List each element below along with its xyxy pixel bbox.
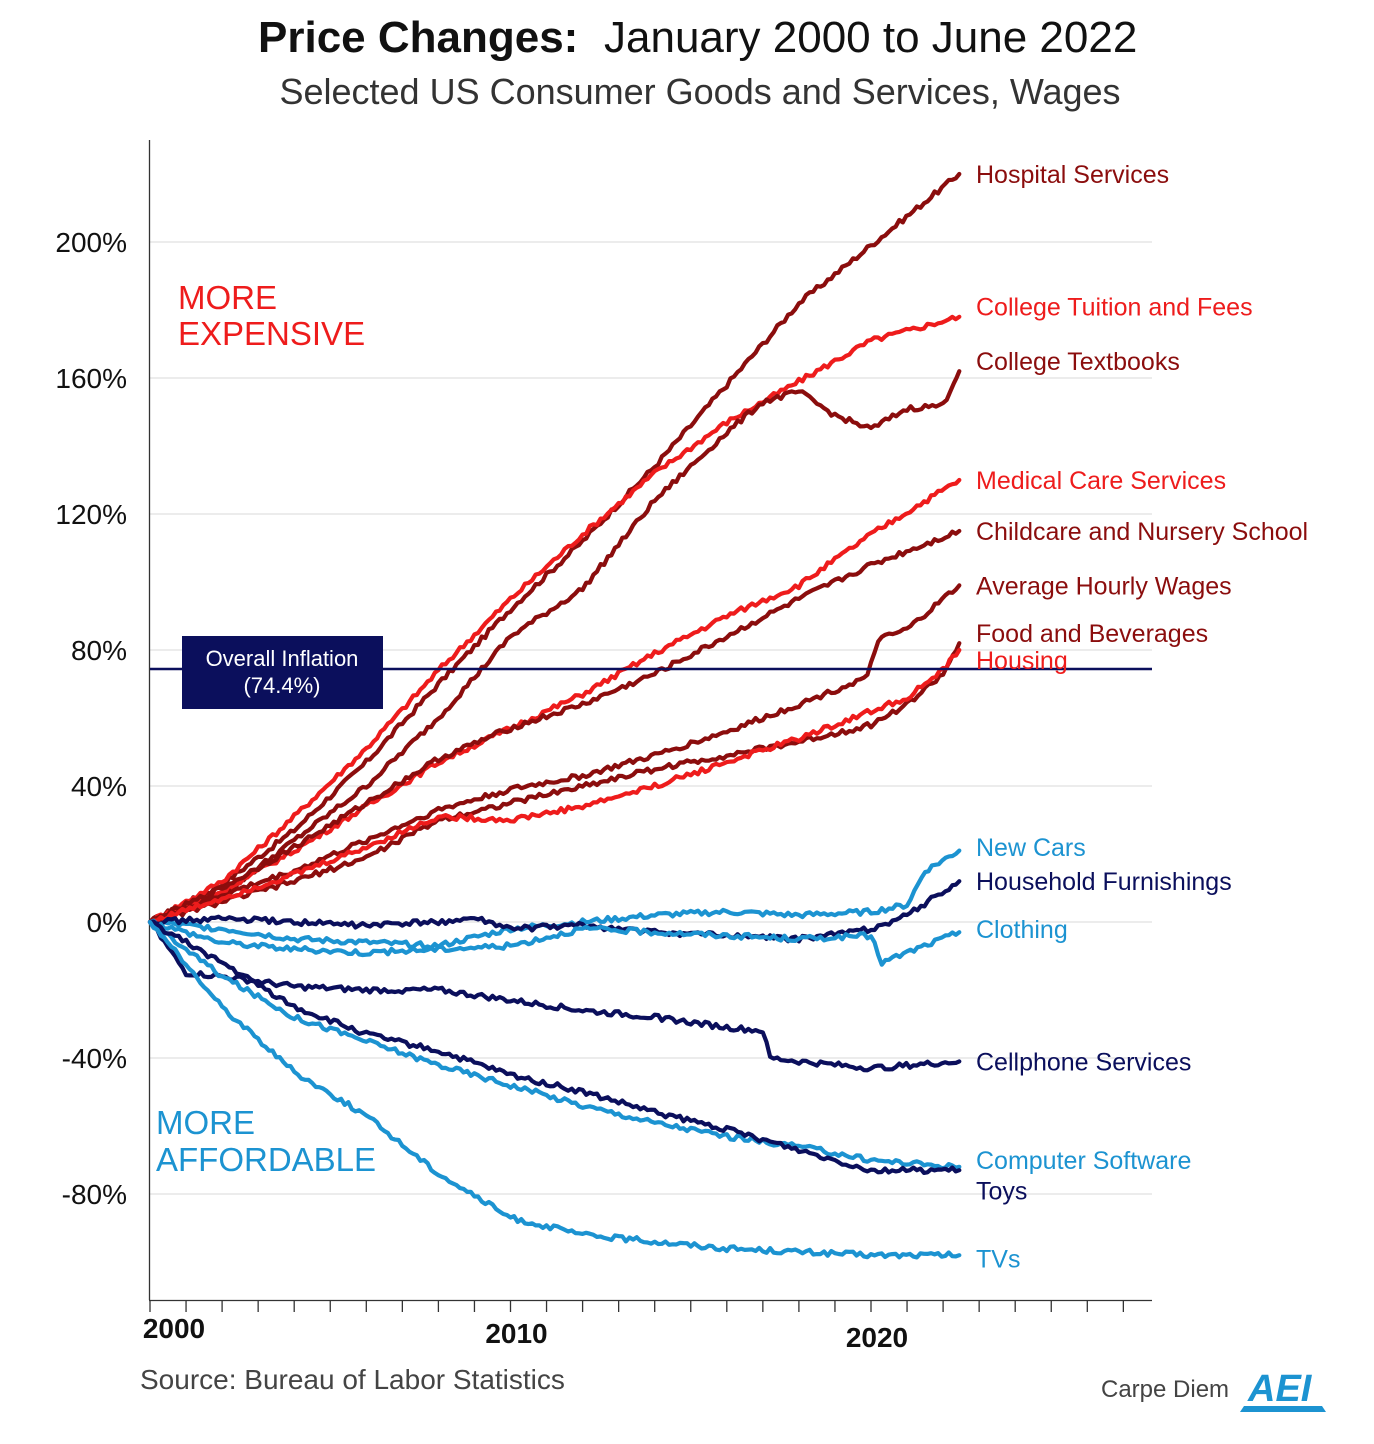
more-affordable-label-line2: AFFORDABLE (156, 1141, 376, 1178)
series-line (147, 314, 962, 925)
more-expensive-label-line1: MORE (178, 279, 277, 316)
y-tick-label: 160% (55, 363, 127, 394)
series-label: College Tuition and Fees (976, 294, 1253, 322)
series-line (147, 583, 962, 926)
series-line (147, 477, 962, 925)
chart-title-rest: January 2000 to June 2022 (604, 13, 1137, 62)
y-tick-label: 120% (55, 499, 127, 530)
aei-logo-text: AEI (1247, 1368, 1313, 1410)
more-expensive-label-line2: EXPENSIVE (178, 315, 365, 352)
overall-inflation: Overall Inflation(74.4%) (150, 636, 1152, 709)
x-tick-label: 2020 (846, 1322, 908, 1353)
y-tick-label: 0% (87, 907, 127, 938)
more-affordable-label-line1: MORE (156, 1104, 255, 1141)
axes (148, 140, 1152, 1302)
series-line (147, 919, 962, 1073)
series-label: Household Furnishings (976, 868, 1232, 896)
y-tick-label: -40% (62, 1043, 127, 1074)
series-labels: Hospital Services College Tuition and Fee… (976, 161, 1308, 1274)
series-label: Clothing (976, 916, 1068, 944)
aei-logo: AEI (1240, 1368, 1326, 1412)
series-label: Housing (976, 647, 1068, 675)
y-tick-label: -80% (62, 1179, 127, 1210)
series-line (147, 919, 962, 967)
inflation-box (182, 636, 383, 709)
brand-name: Carpe Diem (1101, 1376, 1229, 1403)
inflation-label-line1: Overall Inflation (206, 646, 359, 671)
chart-subtitle: Selected US Consumer Goods and Services,… (279, 71, 1120, 112)
series-label: Hospital Services (976, 161, 1169, 189)
series-line (147, 919, 962, 1260)
series-label: TVs (976, 1246, 1020, 1274)
series-line (147, 369, 962, 925)
series-label: Medical Care Services (976, 467, 1226, 495)
series-line (147, 919, 962, 1175)
series-label: New Cars (976, 834, 1086, 862)
y-tick-label: 200% (55, 227, 127, 258)
source-note: Source: Bureau of Labor Statistics (140, 1364, 565, 1395)
x-tick-label: 2010 (485, 1318, 547, 1349)
series-line (147, 647, 962, 925)
x-ticks: 2000 2010 2020 (143, 1300, 1124, 1353)
series-line (147, 171, 962, 925)
series-line (147, 641, 962, 925)
inflation-label-line2: (74.4%) (243, 673, 320, 698)
series-lines (147, 171, 962, 1260)
series-line (147, 919, 962, 1171)
chart-title-bold: Price Changes: (258, 13, 578, 62)
series-label: Toys (976, 1178, 1027, 1206)
series-label: Cellphone Services (976, 1048, 1191, 1076)
series-label: Food and Beverages (976, 620, 1208, 648)
series-label: Average Hourly Wages (976, 572, 1232, 600)
x-tick-label: 2000 (143, 1313, 205, 1344)
series-label: Computer Software (976, 1147, 1191, 1175)
series-line (147, 528, 962, 925)
series-line (147, 879, 962, 944)
y-tick-labels: 200% 160% 120% 80% 40% 0% -40% -80% (55, 227, 127, 1210)
y-tick-label: 40% (71, 771, 127, 802)
series-label: College Textbooks (976, 348, 1180, 376)
y-tick-label: 80% (71, 635, 127, 666)
series-label: Childcare and Nursery School (976, 518, 1308, 546)
